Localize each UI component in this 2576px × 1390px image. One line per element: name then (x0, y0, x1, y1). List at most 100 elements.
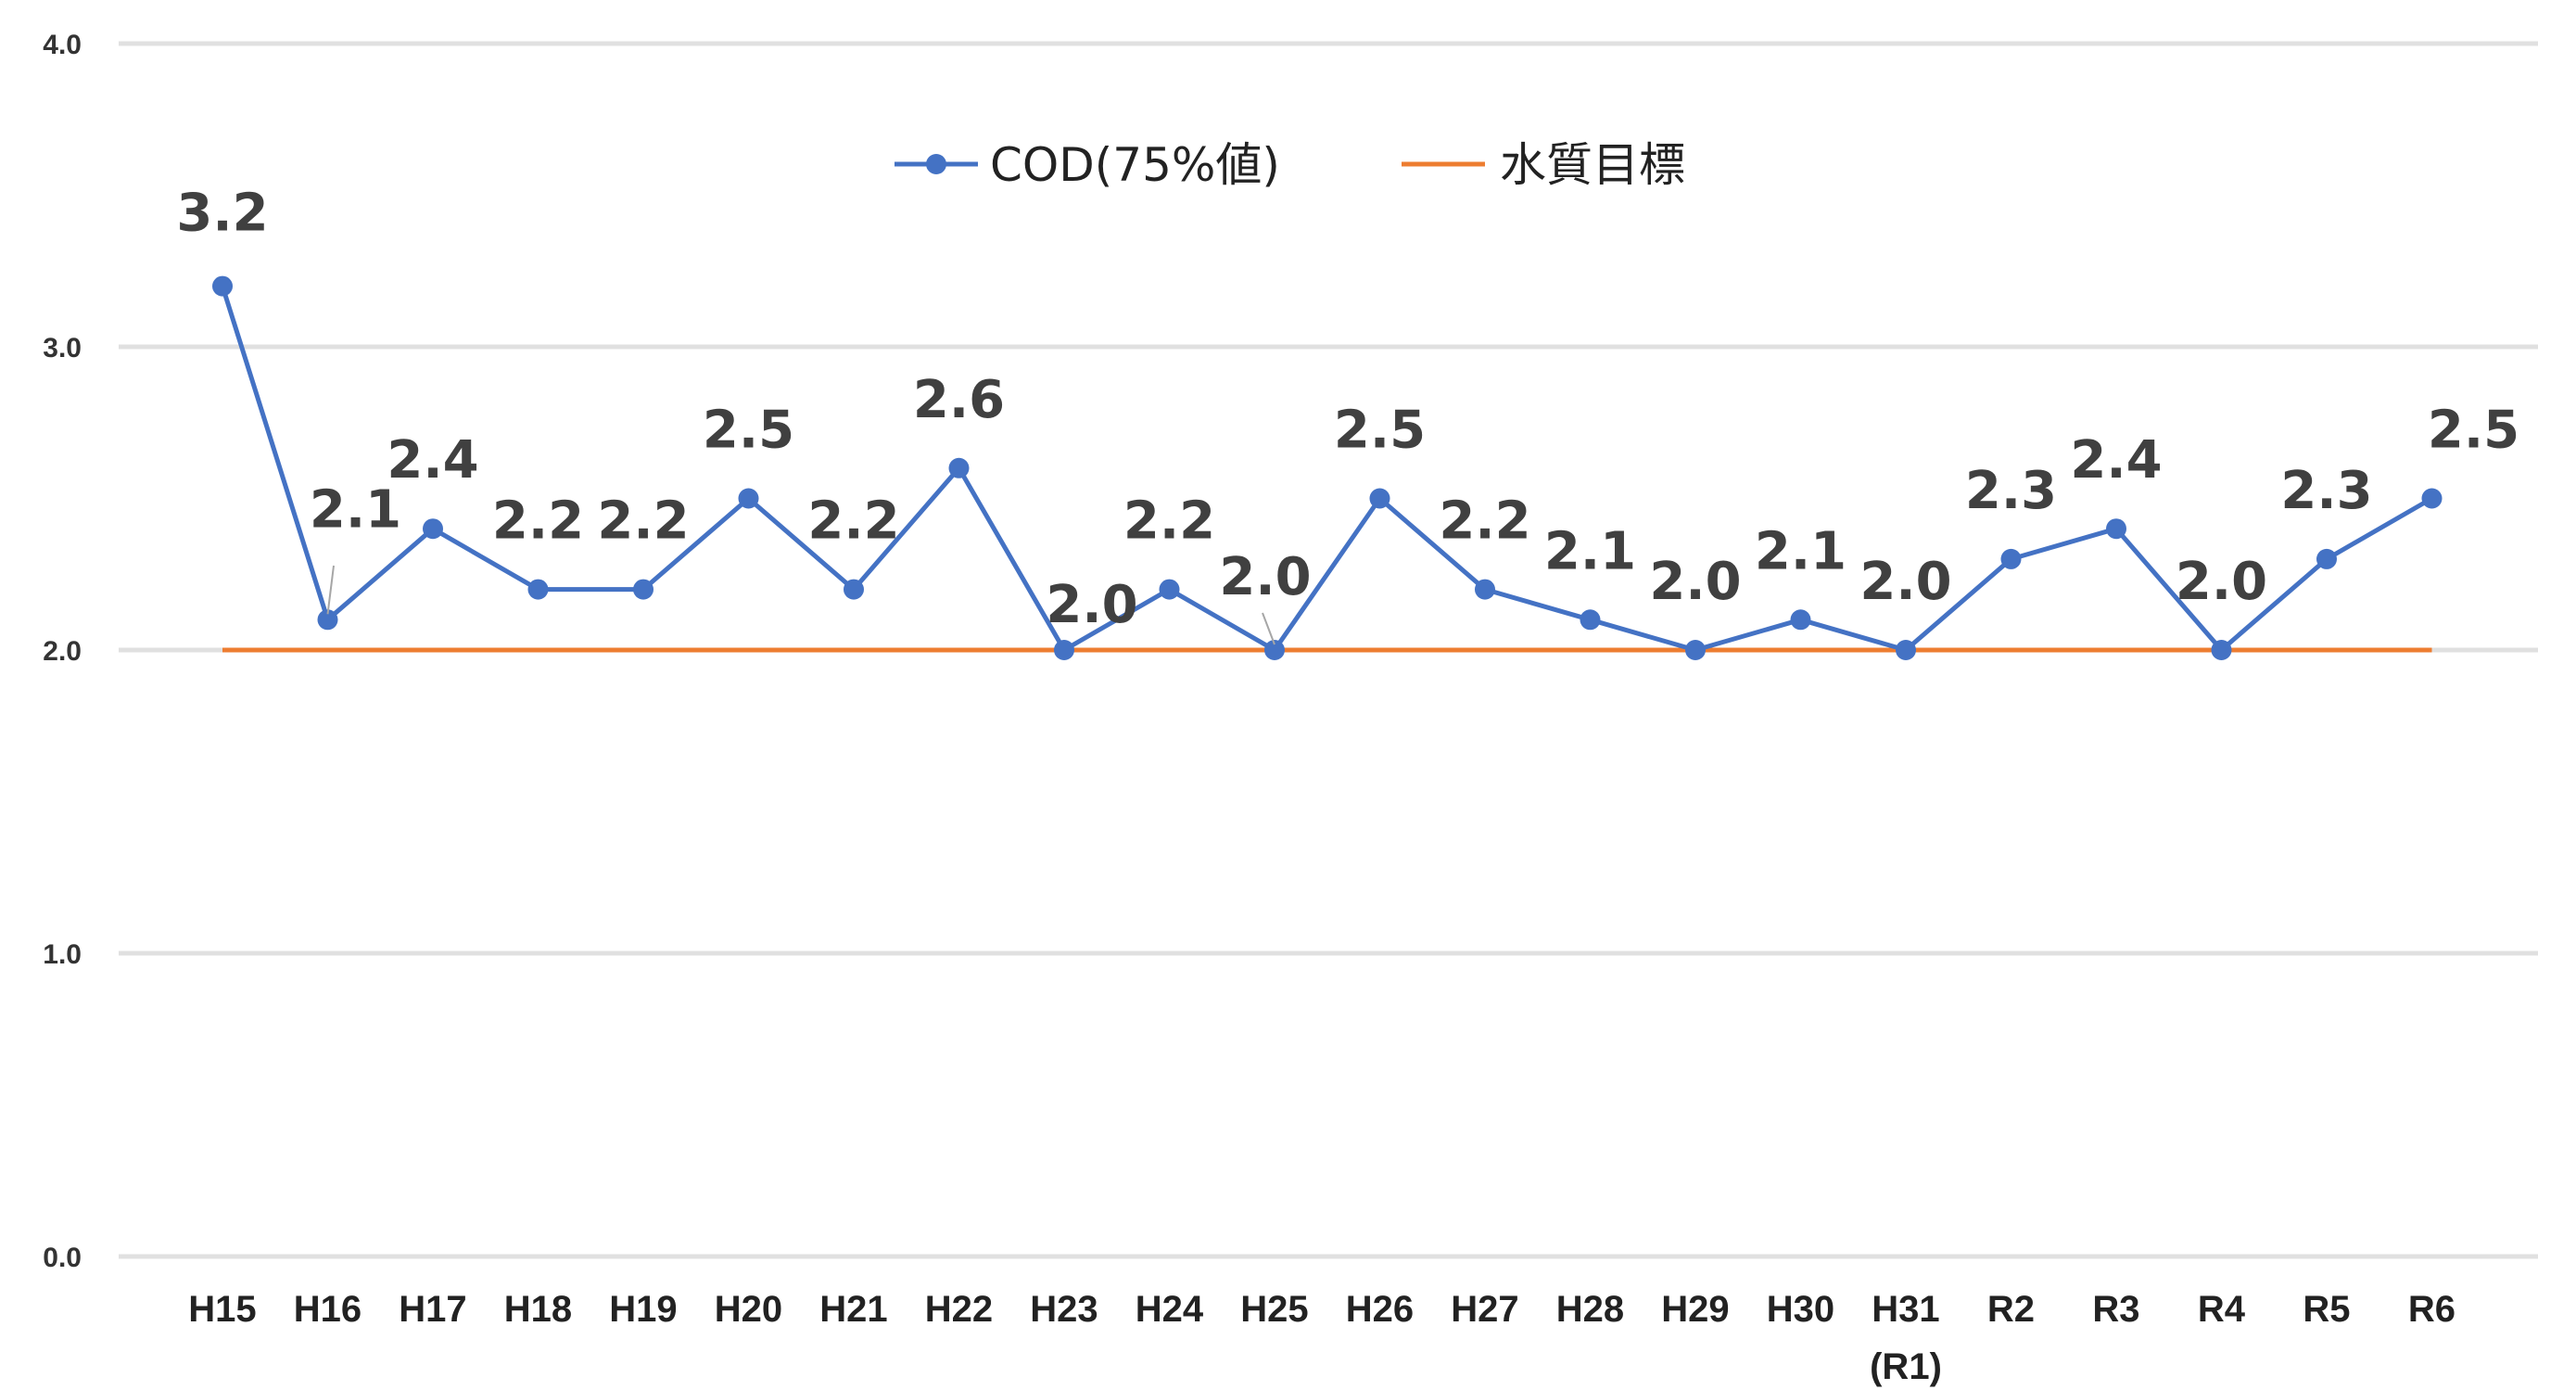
x-tick-label-line: H20 (715, 1289, 782, 1330)
cod-data-point (844, 579, 864, 600)
data-label: 2.0 (1859, 552, 1951, 612)
cod-data-point (2421, 488, 2443, 509)
x-tick-label: R5 (2303, 1289, 2350, 1330)
cod-data-point (948, 457, 970, 478)
cod-series-line (220, 285, 2433, 653)
cod-data-point (1790, 609, 1811, 631)
cod-data-point (423, 518, 443, 540)
x-tick-label-line: R3 (2092, 1289, 2139, 1330)
cod-data-point (2211, 640, 2232, 660)
cod-data-point (1475, 579, 1495, 600)
data-label: 2.1 (1755, 521, 1846, 581)
x-tick-label: R3 (2092, 1289, 2139, 1330)
cod-data-point (1054, 640, 1074, 660)
x-tick-label: H26 (1346, 1289, 1414, 1330)
x-tick-label-line: H27 (1451, 1289, 1518, 1330)
data-label: 2.2 (1439, 491, 1530, 552)
x-tick-label: H16 (294, 1289, 362, 1330)
data-label: 2.0 (1219, 547, 1311, 607)
cod-data-point (738, 488, 759, 509)
data-label: 2.5 (2428, 401, 2519, 461)
data-label: 2.2 (1123, 491, 1215, 552)
x-tick-label-line: H31 (1872, 1289, 1939, 1330)
legend: COD(75%値) 水質目標 (895, 138, 1685, 192)
data-label: 2.4 (2070, 430, 2162, 491)
x-tick-label: R6 (2408, 1289, 2455, 1330)
cod-data-point (2316, 548, 2337, 569)
data-label: 2.2 (597, 491, 689, 552)
x-tick-label-line: H29 (1661, 1289, 1729, 1330)
data-label: 2.0 (2176, 552, 2267, 612)
x-axis-ticks: H15 H16 H17 H18 H19 H20 H21 H22 H23 H24 H25 H26 H27 H… (188, 1289, 2455, 1387)
cod-data-point (1369, 488, 1390, 509)
x-tick-label-line: H24 (1136, 1289, 1204, 1330)
data-label: 2.2 (492, 491, 584, 552)
x-tick-label-line: H28 (1556, 1289, 1624, 1330)
data-label: 2.5 (703, 401, 794, 461)
x-tick-label: H15 (188, 1289, 256, 1330)
x-tick-label: H23 (1030, 1289, 1098, 1330)
x-tick-label: H22 (925, 1289, 993, 1330)
x-tick-label: H18 (504, 1289, 572, 1330)
x-tick-label: H25 (1240, 1289, 1308, 1330)
data-label: 2.5 (1334, 401, 1426, 461)
x-tick-label: H29 (1661, 1289, 1729, 1330)
data-label: 2.4 (387, 430, 478, 491)
x-tick-label: H30 (1767, 1289, 1834, 1330)
data-label: 2.6 (913, 370, 1005, 430)
x-tick-label-line: H22 (925, 1289, 993, 1330)
legend-cod-label: COD(75%値) (990, 138, 1280, 192)
x-tick-label-line: H18 (504, 1289, 572, 1330)
x-tick-label: H24 (1136, 1289, 1204, 1330)
x-tick-label-line: H23 (1030, 1289, 1098, 1330)
cod-data-point (1580, 609, 1601, 631)
x-tick-label: R4 (2198, 1289, 2246, 1330)
cod-data-point (527, 579, 549, 600)
x-tick-label-line: H21 (819, 1289, 887, 1330)
x-tick-label-line: R6 (2408, 1289, 2455, 1330)
x-tick-label-line: R2 (1987, 1289, 2035, 1330)
cod-data-point (1159, 579, 1180, 600)
x-tick-label-line: H19 (609, 1289, 677, 1330)
data-label: 2.3 (1965, 461, 2057, 521)
x-tick-label-line: H17 (399, 1289, 466, 1330)
x-tick-label: H21 (819, 1289, 887, 1330)
x-tick-label: H28 (1556, 1289, 1624, 1330)
data-label: 3.2 (176, 184, 268, 244)
cod-data-point (212, 275, 233, 297)
x-tick-label-line: (R1) (1870, 1346, 1942, 1387)
x-tick-label-line: H30 (1767, 1289, 1834, 1330)
label-leader-lines (326, 565, 1275, 645)
x-tick-label-line: H16 (294, 1289, 362, 1330)
data-labels: 3.22.12.42.2 2.22.52.22.62.02.22.02.52.22… (176, 184, 2519, 635)
x-tick-label-line: H15 (188, 1289, 256, 1330)
data-label: 2.1 (1544, 521, 1636, 581)
x-tick-label-line: H25 (1240, 1289, 1308, 1330)
cod-data-point (1685, 640, 1706, 660)
x-tick-label-line: R4 (2198, 1289, 2246, 1330)
legend-cod-swatch-marker (926, 154, 946, 174)
x-tick-label: H19 (609, 1289, 677, 1330)
label-leader-line (1262, 612, 1275, 645)
cod-data-point (2000, 548, 2022, 569)
label-leader-line (326, 565, 335, 615)
x-tick-label-line: R5 (2303, 1289, 2350, 1330)
x-tick-label: H20 (715, 1289, 782, 1330)
data-label: 2.0 (1649, 552, 1741, 612)
x-tick-label-line: H26 (1346, 1289, 1414, 1330)
cod-data-point (1896, 640, 1916, 660)
x-tick-label: R2 (1987, 1289, 2035, 1330)
cod-data-point (317, 609, 338, 631)
cod-data-point (1264, 640, 1285, 660)
y-tick-label: 3.0 (43, 333, 82, 363)
cod-data-point (633, 579, 654, 600)
y-tick-label: 4.0 (43, 30, 82, 60)
data-label: 2.3 (2280, 461, 2372, 521)
y-axis-ticks: 0.0 1.0 2.0 3.0 4.0 (43, 30, 82, 1273)
data-label: 2.2 (807, 491, 899, 552)
y-tick-label: 2.0 (43, 636, 82, 667)
x-tick-label: H27 (1451, 1289, 1518, 1330)
series-lines (212, 275, 2443, 660)
